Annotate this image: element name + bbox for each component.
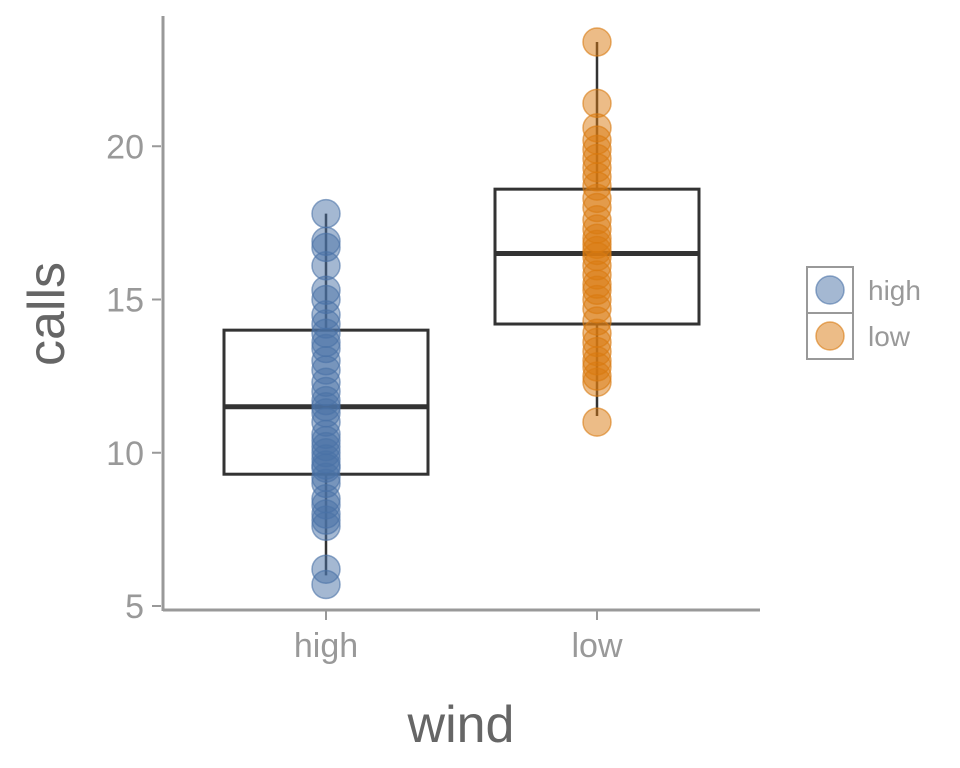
x-tick-label: low xyxy=(571,627,622,665)
y-tick-label: 15 xyxy=(106,282,144,320)
x-axis-title: wind xyxy=(407,696,515,754)
y-tick-label: 10 xyxy=(106,435,144,473)
data-point-low xyxy=(582,88,612,119)
data-point-low xyxy=(582,407,612,437)
y-tick-label: 20 xyxy=(106,128,144,166)
ticks-layer: high low 5 10 15 20 xyxy=(106,128,623,665)
data-point-low xyxy=(582,27,612,57)
data-point-high xyxy=(311,226,341,257)
legend-label-low: low xyxy=(868,321,911,352)
y-tick-label: 5 xyxy=(125,588,144,626)
legend-swatch-high xyxy=(815,275,845,305)
boxes-layer xyxy=(222,42,701,576)
points-layer xyxy=(311,27,612,600)
data-point-high xyxy=(311,198,341,229)
legend: high low xyxy=(806,266,921,360)
x-tick-label: high xyxy=(294,627,358,665)
axes-layer xyxy=(161,16,760,612)
legend-swatch-low xyxy=(815,321,845,351)
legend-label-high: high xyxy=(868,275,921,306)
y-axis-title: calls xyxy=(18,262,76,366)
data-point-high xyxy=(311,554,341,584)
